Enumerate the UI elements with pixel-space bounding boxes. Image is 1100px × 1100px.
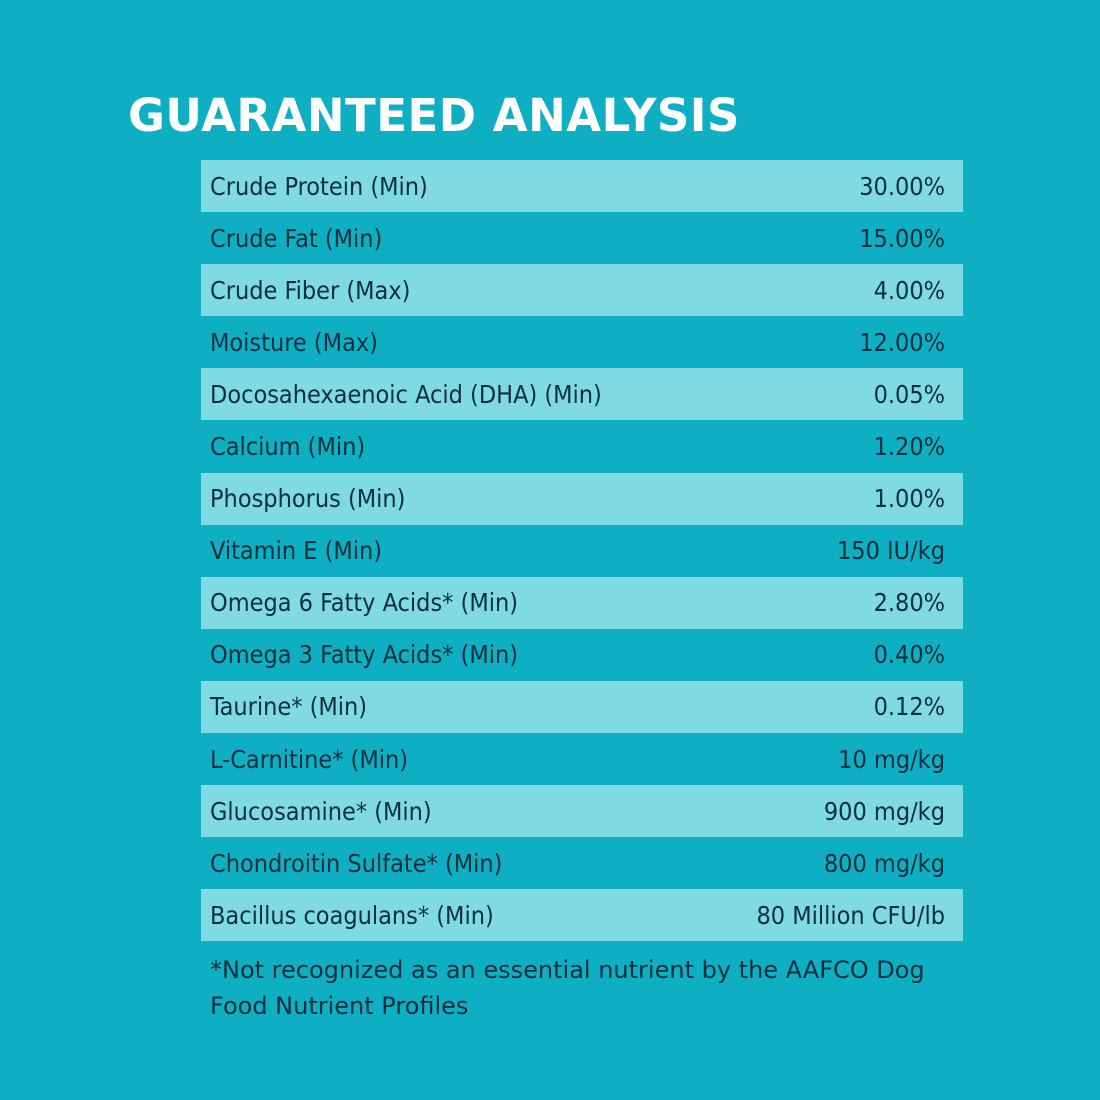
page-title: GUARANTEED ANALYSIS: [128, 89, 740, 142]
footnote: *Not recognized as an essential nutrient…: [210, 956, 925, 1020]
nutrient-value: 0.05%: [873, 379, 945, 409]
nutrient-value: 150 IU/kg: [836, 536, 945, 566]
table-row: Taurine* (Min) 0.12%: [201, 680, 963, 734]
nutrient-value: 12.00%: [859, 327, 945, 357]
table-row: Vitamin E (Min) 150 IU/kg: [201, 525, 963, 577]
nutrient-value: 15.00%: [859, 223, 945, 253]
nutrient-label: Crude Fiber (Max): [210, 275, 411, 305]
nutrient-label: Omega 3 Fatty Acids* (Min): [210, 640, 519, 670]
table-row: Bacillus coagulans* (Min) 80 Million CFU/…: [201, 889, 963, 942]
nutrient-value: 2.80%: [873, 588, 945, 618]
nutrient-label: Chondroitin Sulfate* (Min): [210, 848, 503, 878]
table-row: Omega 6 Fatty Acids* (Min) 2.80%: [201, 576, 963, 629]
table-row: Crude Fat (Min) 15.00%: [201, 212, 963, 264]
nutrient-label: Taurine* (Min): [210, 692, 368, 722]
nutrient-label: Moisture (Max): [210, 327, 378, 357]
nutrient-label: Crude Protein (Min): [210, 171, 428, 201]
nutrient-value: 800 mg/kg: [823, 848, 945, 878]
nutrient-label: Vitamin E (Min): [210, 536, 383, 566]
table-row: Phosphorus (Min) 1.00%: [201, 472, 963, 525]
table-row: Glucosamine* (Min) 900 mg/kg: [201, 785, 963, 838]
nutrient-label: Calcium (Min): [210, 432, 366, 462]
table-row: Docosahexaenoic Acid (DHA) (Min) 0.05%: [201, 368, 963, 421]
nutrient-value: 1.20%: [873, 432, 945, 462]
nutrient-value: 4.00%: [873, 275, 945, 305]
table-row: Calcium (Min) 1.20%: [201, 420, 963, 472]
table-row: Crude Fiber (Max) 4.00%: [201, 264, 963, 317]
nutrient-label: Phosphorus (Min): [210, 484, 406, 514]
nutrient-value: 10 mg/kg: [838, 744, 945, 774]
nutrient-value: 1.00%: [873, 484, 945, 514]
table-row: Crude Protein (Min) 30.00%: [201, 160, 963, 213]
analysis-table: Crude Protein (Min) 30.00% Crude Fat (Min)…: [201, 160, 963, 942]
nutrient-label: Glucosamine* (Min): [210, 796, 432, 826]
nutrient-value: 30.00%: [859, 171, 945, 201]
table-row: L-Carnitine* (Min) 10 mg/kg: [201, 733, 963, 785]
nutrient-value: 0.12%: [873, 692, 945, 722]
nutrient-label: Crude Fat (Min): [210, 223, 383, 253]
nutrient-label: Bacillus coagulans* (Min): [210, 900, 494, 930]
nutrient-value: 80 Million CFU/lb: [756, 900, 945, 930]
table-row: Omega 3 Fatty Acids* (Min) 0.40%: [201, 629, 963, 681]
nutrient-label: L-Carnitine* (Min): [210, 744, 409, 774]
table-row: Moisture (Max) 12.00%: [201, 316, 963, 368]
nutrient-label: Omega 6 Fatty Acids* (Min): [210, 588, 519, 618]
table-row: Chondroitin Sulfate* (Min) 800 mg/kg: [201, 837, 963, 889]
nutrient-value: 0.40%: [873, 640, 945, 670]
nutrient-value: 900 mg/kg: [823, 796, 945, 826]
nutrient-label: Docosahexaenoic Acid (DHA) (Min): [210, 379, 602, 409]
